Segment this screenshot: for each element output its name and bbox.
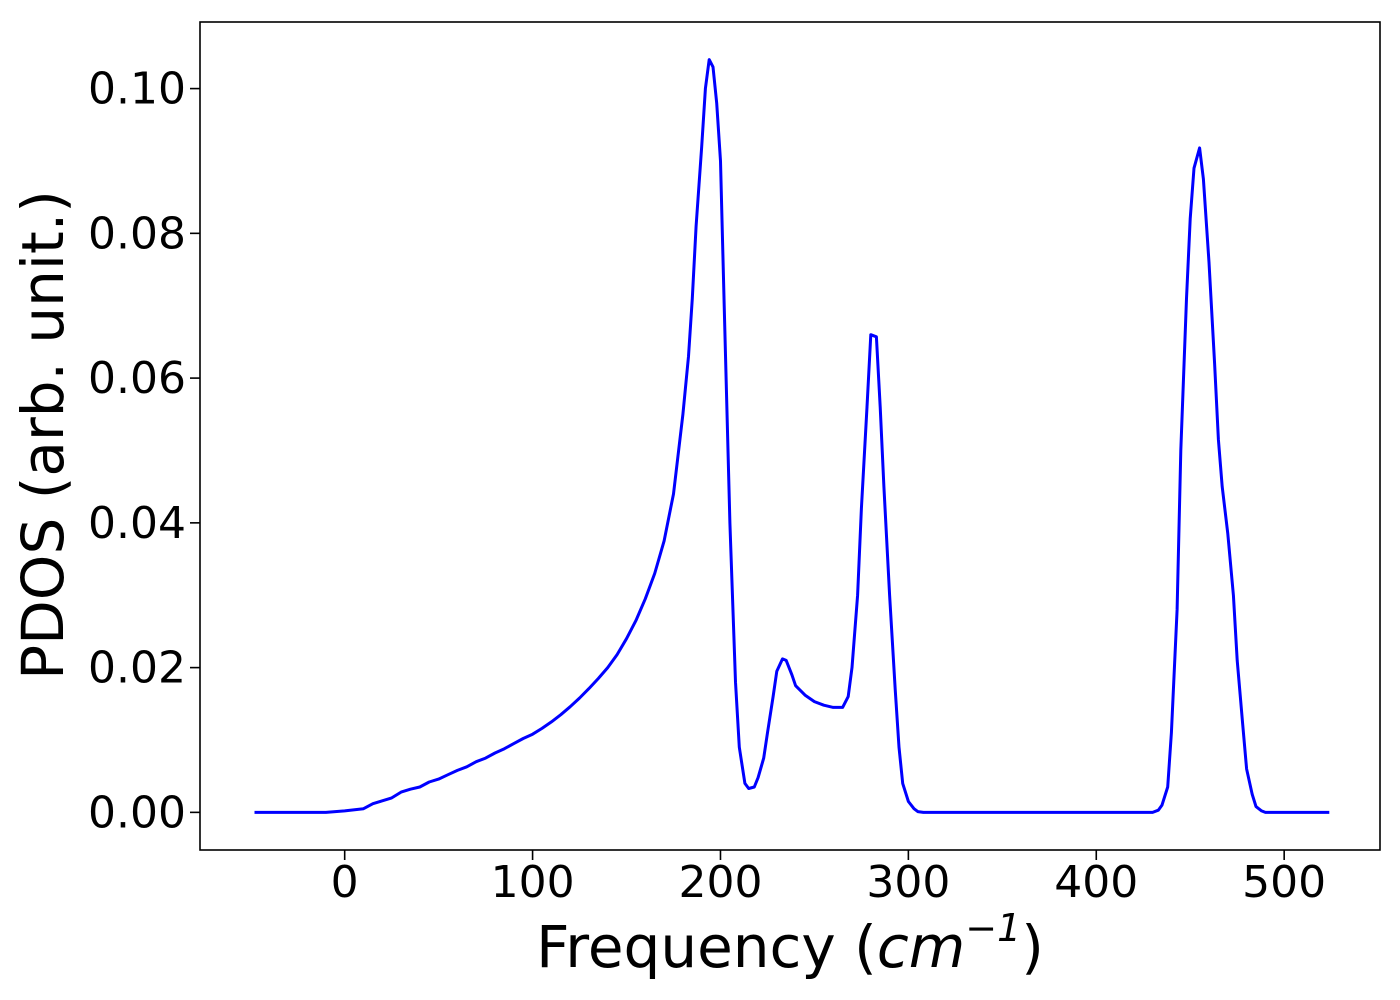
y-axis-label: PDOS (arb. unit.) [9, 190, 77, 680]
y-tick-label: 0.08 [88, 208, 186, 259]
x-tick-label: 300 [866, 857, 950, 908]
x-axis-label: Frequency (cm−1) [536, 906, 1044, 981]
x-axis-ticks: 0 100 200 300 400 500 [331, 850, 1326, 908]
y-tick-label: 0.02 [88, 643, 186, 694]
plot-area-frame [199, 21, 1381, 851]
y-tick-label: 0.06 [88, 353, 186, 404]
x-tick-label: 100 [491, 857, 575, 908]
x-tick-label: 0 [331, 857, 359, 908]
y-tick-label: 0.00 [88, 787, 186, 838]
y-tick-label: 0.04 [88, 498, 186, 549]
x-tick-label: 400 [1054, 857, 1138, 908]
x-tick-label: 500 [1242, 857, 1326, 908]
x-tick-label: 200 [678, 857, 762, 908]
pdos-series-line [254, 58, 1330, 814]
y-tick-label: 0.10 [88, 64, 186, 115]
y-axis-ticks: 0.00 0.02 0.04 0.06 0.08 0.10 [88, 64, 200, 838]
